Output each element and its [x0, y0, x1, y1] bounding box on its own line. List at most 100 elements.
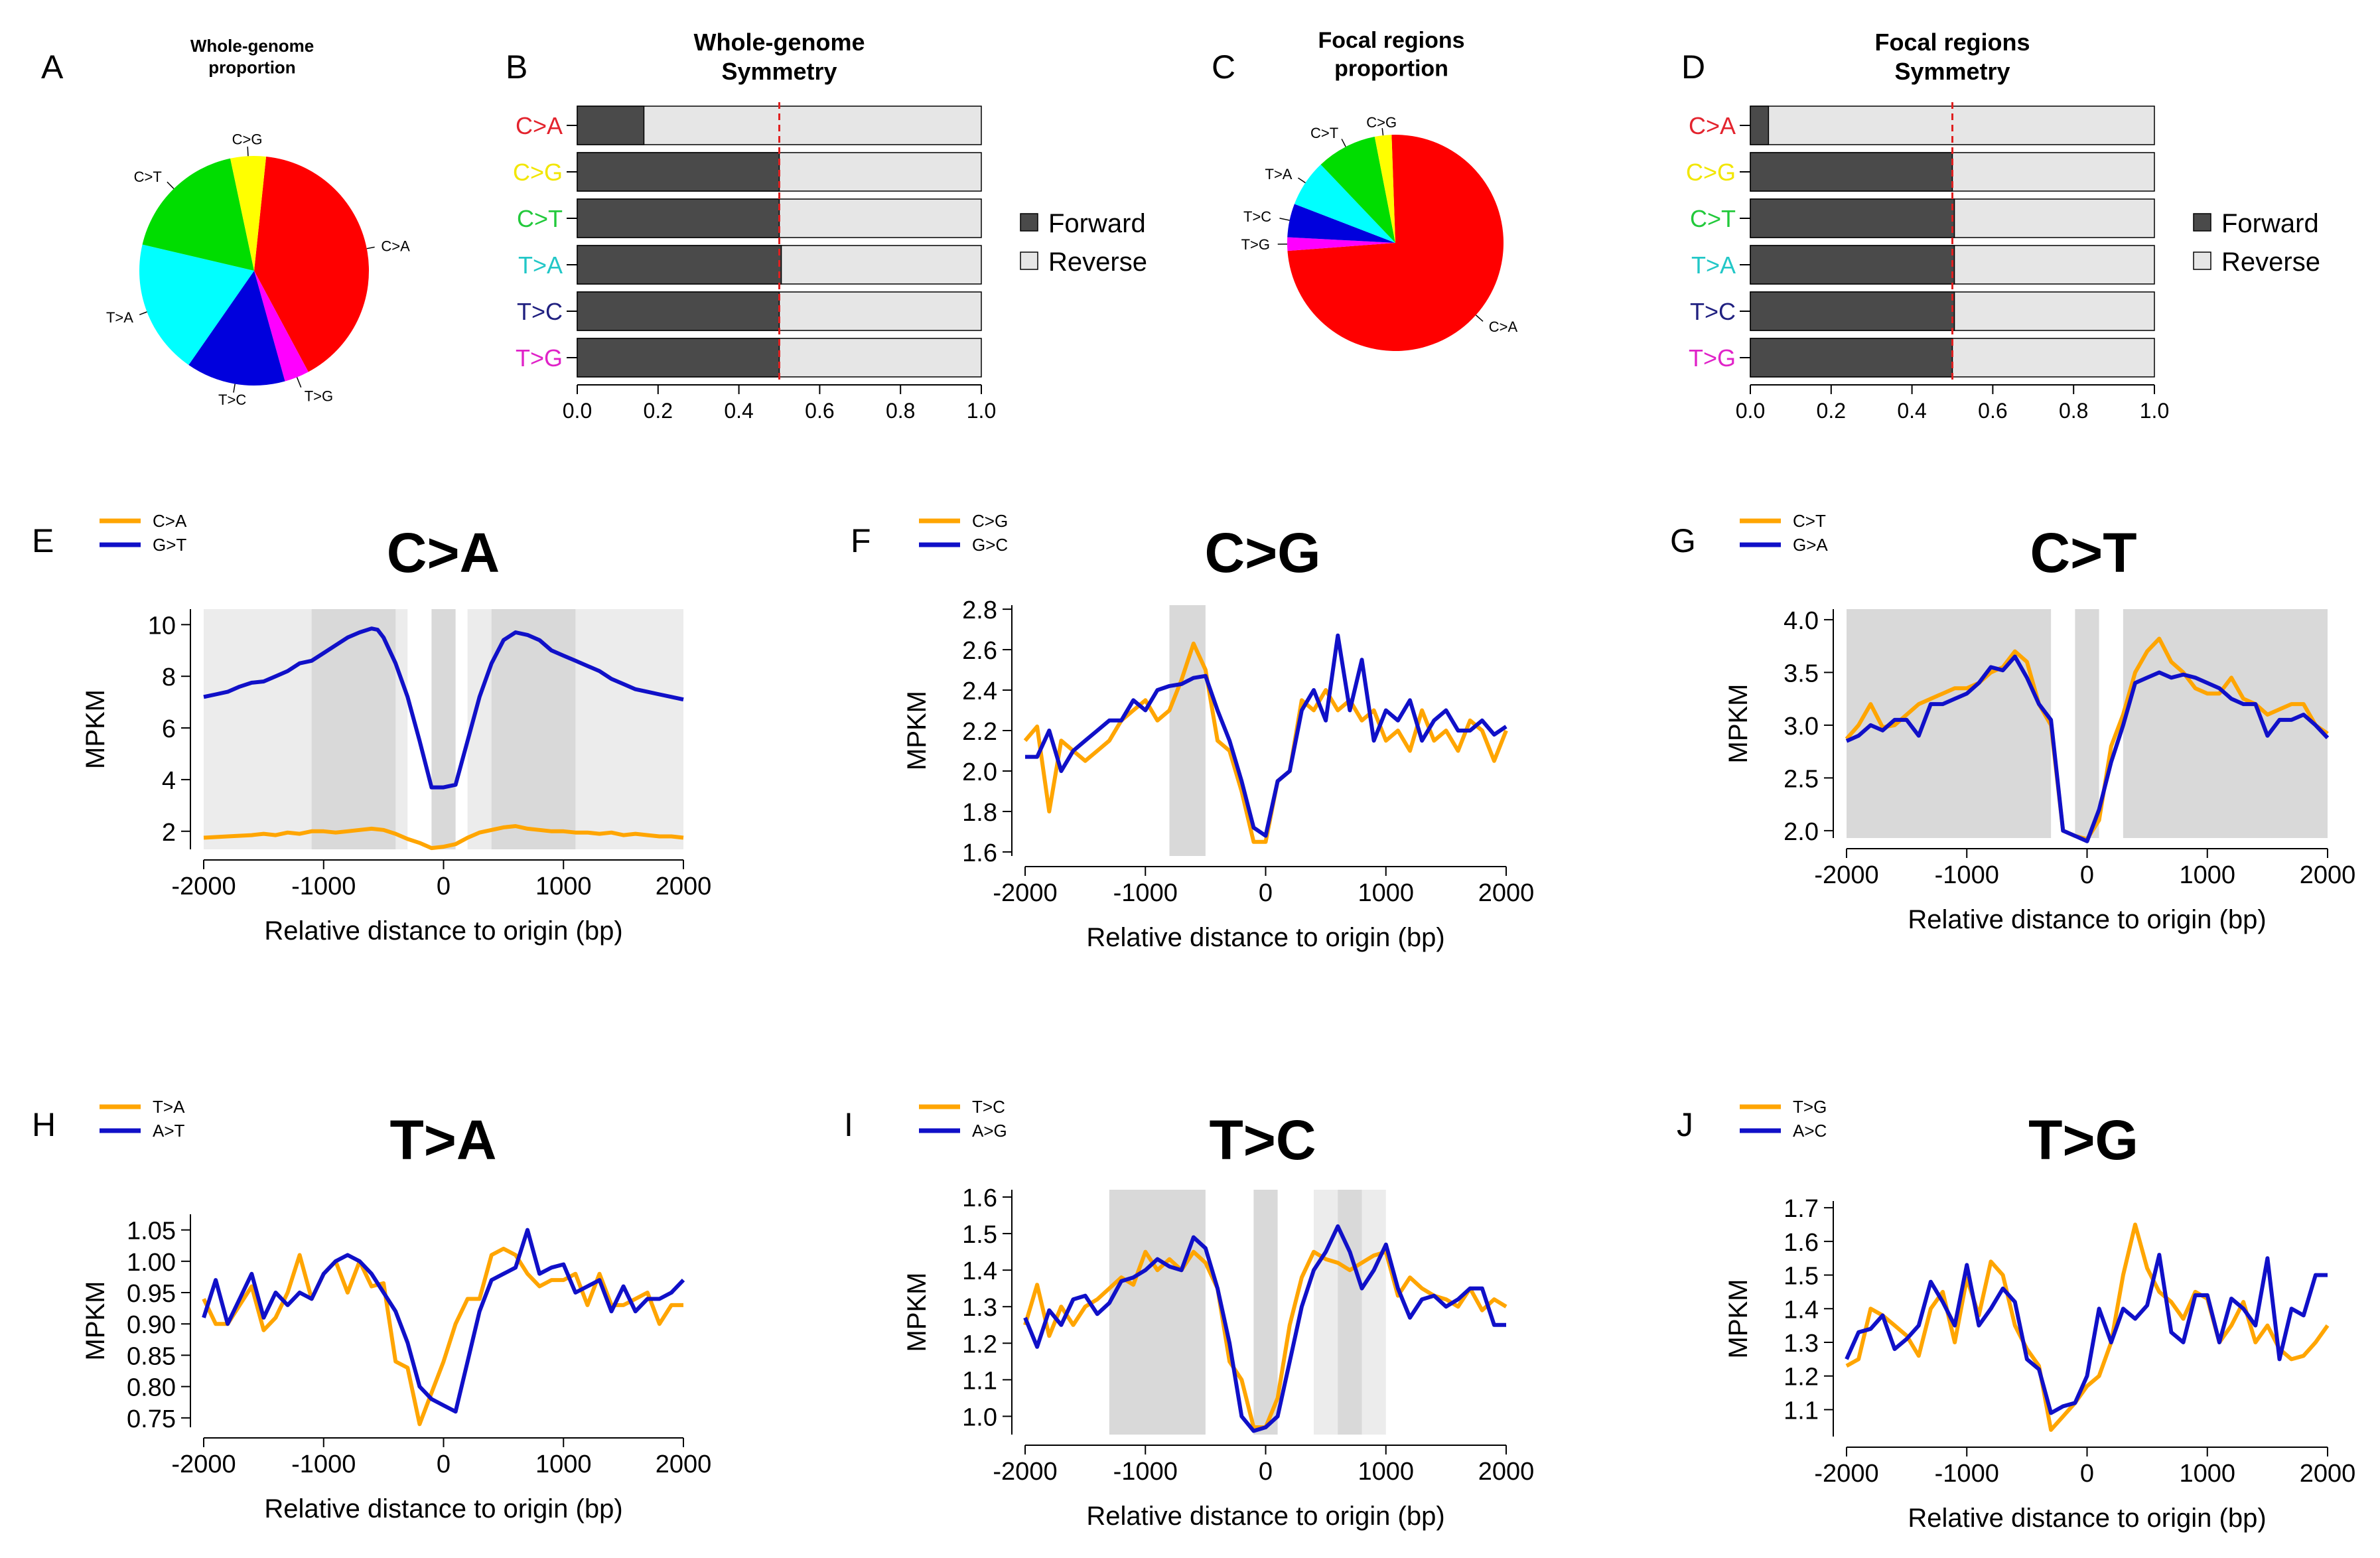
x-tick-label: 0.0: [563, 399, 592, 423]
y-tick-label: 10: [148, 612, 176, 640]
series-line-a-t: [202, 1228, 685, 1414]
x-tick-label: 2000: [1478, 1458, 1535, 1486]
series-line-a-c: [1845, 1253, 2328, 1415]
x-tick-label: -2000: [993, 1458, 1057, 1486]
line-chart-i: T>C T>C A>G 1.0 1.1 1.2 1.3 1.4 1.5 1.6 MPKM -2000 -…: [902, 1097, 1534, 1531]
bar-chart-title-line: Symmetry: [721, 58, 837, 85]
y-tick-label: 4.0: [1784, 607, 1819, 635]
panel-letter-g: G: [1670, 522, 1696, 559]
chart-title: C>A: [387, 522, 500, 584]
shaded-region: [2075, 609, 2099, 838]
pie-title-line: proportion: [1334, 56, 1448, 82]
series-line-c-g: [1023, 641, 1508, 844]
x-tick-label: 0.2: [644, 399, 673, 423]
pie-label-leader: [139, 311, 147, 316]
panel-letter-i: I: [844, 1106, 853, 1143]
category-label: T>A: [1691, 251, 1736, 279]
chart-title: T>A: [389, 1109, 496, 1171]
legend-label: C>G: [972, 511, 1008, 531]
y-axis-label: MPKM: [81, 689, 110, 769]
y-tick-label: 1.5: [1784, 1263, 1819, 1291]
pie-label-leader: [1279, 218, 1290, 221]
x-tick-label: 0.0: [1736, 399, 1765, 423]
x-tick-label: 1000: [2179, 861, 2235, 889]
category-label: C>G: [1686, 159, 1736, 186]
x-tick-label: 0.4: [1897, 399, 1926, 423]
x-axis-label: Relative distance to origin (bp): [1086, 923, 1444, 952]
chart-title: T>G: [2028, 1109, 2138, 1171]
x-tick-label: -2000: [1814, 861, 1878, 889]
category-label: C>G: [513, 159, 563, 186]
x-tick-label: 0.2: [1817, 399, 1846, 423]
shaded-region: [1253, 1190, 1278, 1435]
y-tick-label: 1.1: [962, 1367, 997, 1395]
y-tick-label: 8: [162, 664, 176, 691]
pie-title-line: Whole-genome: [190, 36, 314, 56]
shaded-region: [1338, 1190, 1362, 1435]
pie-label-leader: [366, 246, 375, 249]
y-tick-label: 1.7: [1784, 1195, 1819, 1223]
pie-label: C>T: [134, 169, 162, 185]
pie-slice-t-c: [1287, 204, 1395, 243]
x-tick-label: 0.8: [886, 399, 915, 423]
shaded-gap: [407, 609, 432, 849]
pie-label-leader: [233, 384, 236, 393]
y-axis-label: MPKM: [81, 1281, 110, 1361]
y-tick-label: 2.8: [962, 597, 997, 624]
pie-label-leader: [1298, 177, 1306, 184]
y-tick-label: 1.4: [1784, 1296, 1819, 1324]
legend-label: A>G: [972, 1121, 1007, 1141]
category-label: T>G: [516, 344, 563, 372]
x-tick-label: 0: [1259, 879, 1273, 907]
category-label: T>C: [1690, 298, 1736, 325]
forward-bar: [577, 198, 780, 238]
y-tick-label: 0.90: [127, 1311, 176, 1339]
x-tick-label: 0.8: [2059, 399, 2088, 423]
bar-chart-title-line: Whole-genome: [694, 29, 865, 56]
series-line-g-a: [1845, 654, 2330, 843]
forward-bar: [577, 152, 780, 192]
legend-label: T>C: [972, 1097, 1005, 1117]
legend-label: C>A: [153, 511, 187, 531]
legend-label: T>A: [153, 1097, 185, 1117]
pie-label: T>C: [1243, 208, 1271, 225]
x-axis-label: Relative distance to origin (bp): [1086, 1502, 1444, 1531]
y-tick-label: 3.0: [1784, 713, 1819, 741]
category-label: C>A: [516, 112, 563, 139]
x-tick-label: 1000: [535, 873, 592, 900]
y-tick-label: 0.95: [127, 1280, 176, 1308]
line-chart-f: C>G C>G G>C 1.6 1.8 2.0 2.2 2.4 2.6 2.8 MPKM -2000 -…: [902, 511, 1534, 952]
category-label: T>G: [1689, 344, 1736, 372]
y-tick-label: 1.8: [962, 799, 997, 827]
legend-label: C>T: [1793, 511, 1826, 531]
category-label: C>T: [517, 205, 563, 232]
shaded-region: [491, 609, 576, 849]
y-tick-label: 1.6: [962, 839, 997, 867]
series-line-c-a: [203, 824, 684, 851]
chart-title: C>G: [1204, 522, 1320, 584]
pie-slice-t-a: [139, 244, 254, 366]
y-tick-label: 2.5: [1784, 765, 1819, 793]
pie-slice-c-g: [1374, 135, 1395, 243]
x-tick-label: 2000: [656, 873, 712, 900]
pie-label-leader: [1341, 139, 1346, 147]
x-tick-label: 2000: [2300, 1460, 2356, 1488]
category-label: C>A: [1689, 112, 1736, 139]
y-tick-label: 2.6: [962, 637, 997, 665]
series-line-g-c: [1025, 633, 1507, 838]
y-tick-label: 2.4: [962, 677, 997, 705]
category-label: T>A: [518, 251, 563, 279]
legend-label-forward: Forward: [2221, 209, 2319, 238]
y-tick-label: 1.1: [1784, 1397, 1819, 1425]
x-tick-label: 1000: [1358, 879, 1414, 907]
pie-label: T>C: [218, 391, 246, 408]
panel-letter-c: C: [1212, 48, 1235, 86]
x-tick-label: 2000: [656, 1451, 712, 1478]
legend-swatch-reverse: [2193, 251, 2211, 270]
forward-bar: [577, 106, 645, 145]
x-tick-label: 1.0: [2140, 399, 2169, 423]
x-tick-label: -1000: [291, 873, 356, 900]
y-tick-label: 1.3: [962, 1294, 997, 1322]
forward-bar: [1750, 245, 1955, 285]
shaded-region: [311, 609, 396, 849]
